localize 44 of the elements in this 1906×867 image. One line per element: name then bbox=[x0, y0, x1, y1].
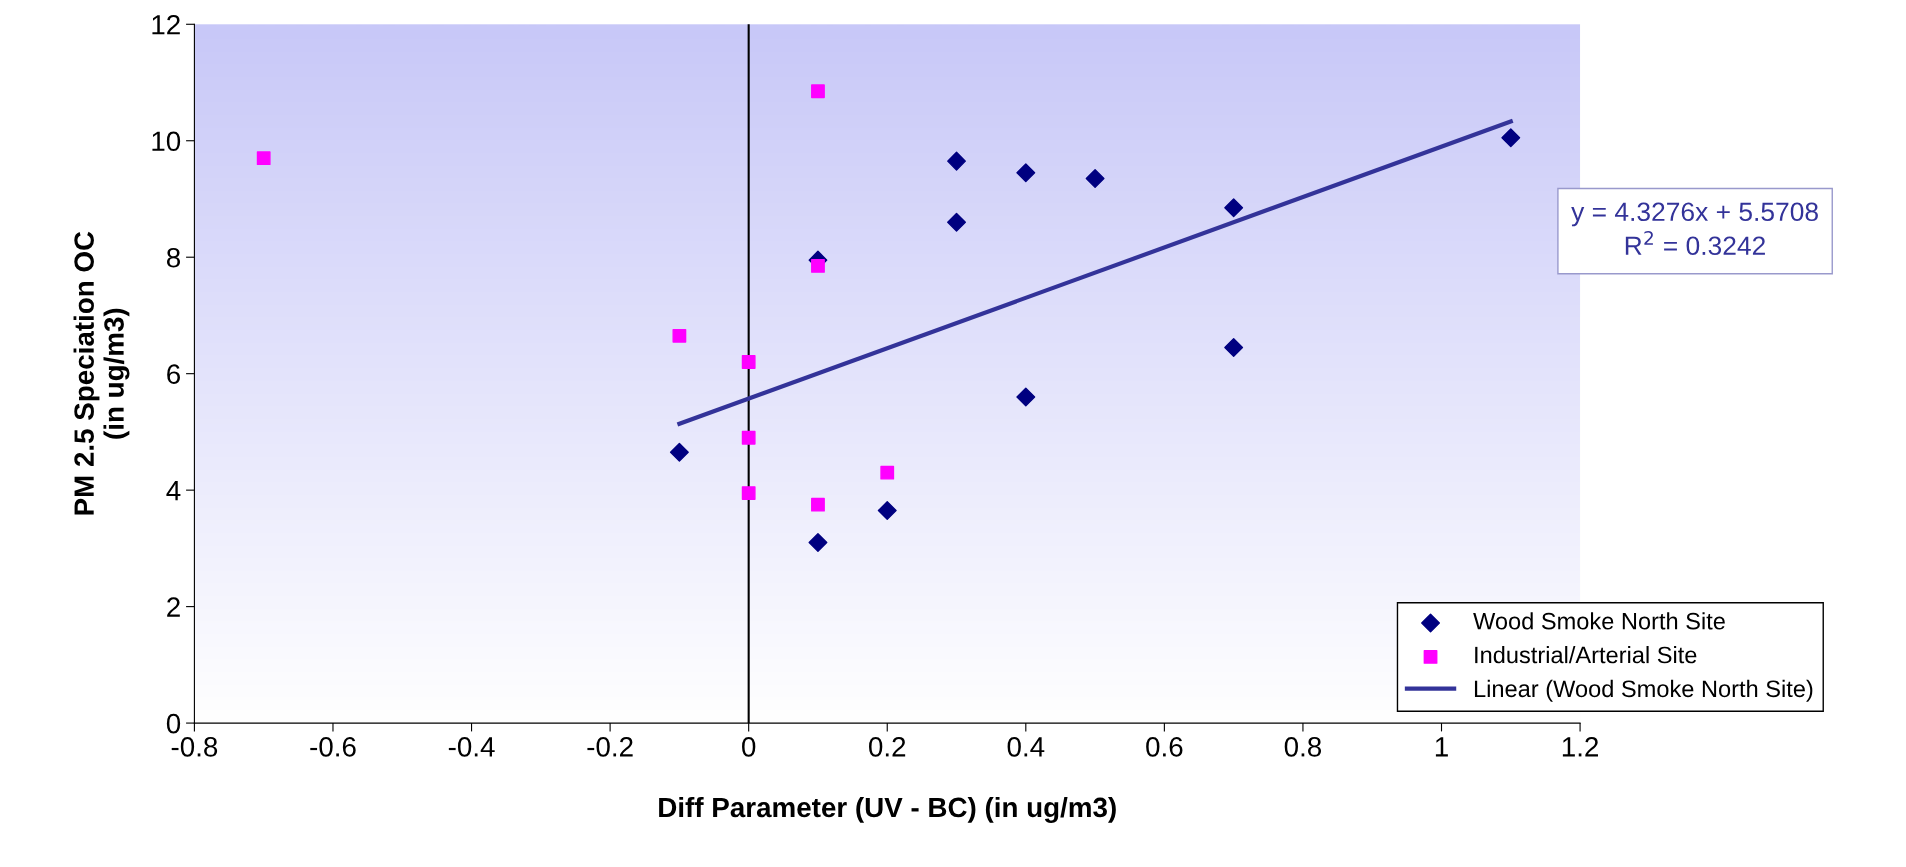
legend-label: Industrial/Arterial Site bbox=[1475, 646, 1697, 664]
point bbox=[811, 259, 825, 273]
point bbox=[947, 212, 967, 232]
point bbox=[1501, 128, 1521, 148]
x-tick-label: 0 bbox=[742, 737, 756, 757]
y-tick-label: 8 bbox=[166, 247, 181, 268]
point bbox=[1016, 387, 1036, 407]
x-tick-label: -0.4 bbox=[448, 737, 495, 757]
x-axis-title: Diff Parameter (UV - BC) (in ug/m3) bbox=[659, 796, 1116, 823]
y-tick-label: 2 bbox=[167, 597, 180, 617]
x-tick-label: -0.6 bbox=[310, 737, 356, 757]
y-tick-label: 0 bbox=[166, 713, 181, 734]
point bbox=[947, 151, 967, 171]
point bbox=[1224, 198, 1244, 218]
x-tick-label: 1.2 bbox=[1562, 737, 1598, 757]
point bbox=[741, 355, 756, 369]
x-tick-label: 0.2 bbox=[869, 737, 906, 757]
point bbox=[256, 151, 271, 166]
x-tick-label: -0.2 bbox=[587, 737, 633, 757]
legend-label: Wood Smoke North Site bbox=[1473, 612, 1725, 630]
point bbox=[1016, 163, 1036, 183]
point bbox=[669, 442, 689, 462]
y-tick-label: 12 bbox=[152, 14, 180, 35]
point bbox=[808, 533, 828, 553]
y-tick-label: 10 bbox=[152, 131, 181, 152]
point bbox=[877, 501, 897, 521]
x-tick-label: 0.4 bbox=[1007, 737, 1045, 757]
point bbox=[1085, 169, 1105, 189]
y-axis-title: PM 2.5 Speciation OC (in ug/m3) bbox=[73, 231, 130, 515]
annotation: y = 4.3276x + 5.5708 R$^{2}$ = 0.3242 bbox=[1571, 202, 1818, 256]
point bbox=[811, 84, 825, 99]
point bbox=[741, 486, 756, 500]
point bbox=[1224, 337, 1244, 357]
y-tick-label: 4 bbox=[166, 481, 181, 501]
x-tick-label: 0.6 bbox=[1146, 737, 1183, 757]
point bbox=[741, 430, 756, 445]
x-tick-label: 1 bbox=[1435, 737, 1448, 757]
x-tick-label: -0.8 bbox=[171, 737, 218, 757]
y-tick-label: 6 bbox=[167, 364, 180, 385]
legend-label: Linear (Wood Smoke North Site) bbox=[1474, 679, 1813, 702]
point bbox=[880, 465, 895, 480]
point bbox=[672, 328, 687, 343]
point bbox=[811, 497, 825, 512]
x-tick-label: 0.8 bbox=[1284, 737, 1322, 757]
